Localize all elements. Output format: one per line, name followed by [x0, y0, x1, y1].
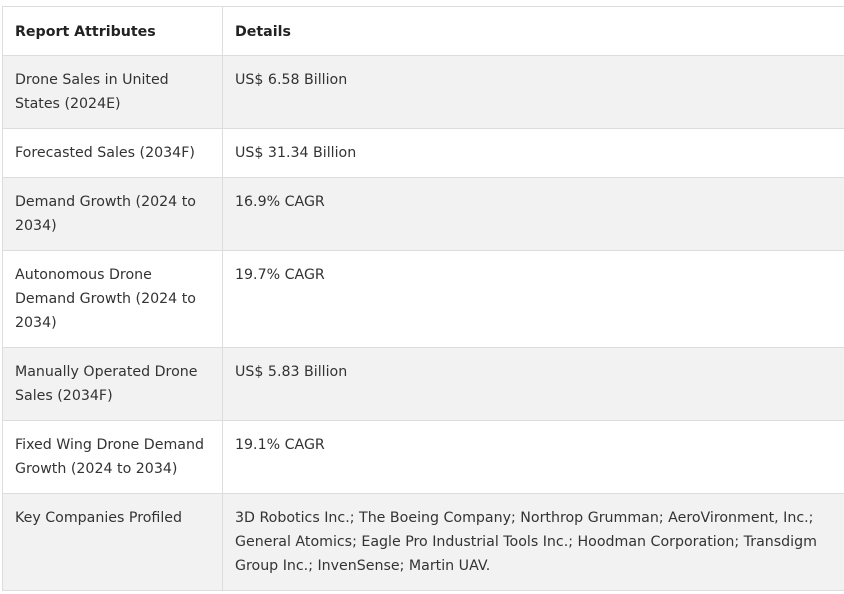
attribute-cell: Manually Operated Drone Sales (2034F) — [2, 347, 223, 421]
detail-cell: 3D Robotics Inc.; The Boeing Company; No… — [222, 493, 844, 591]
table-row: Demand Growth (2024 to 2034) 16.9% CAGR — [2, 177, 844, 251]
attribute-cell: Forecasted Sales (2034F) — [2, 128, 223, 178]
attribute-cell: Fixed Wing Drone Demand Growth (2024 to … — [2, 420, 223, 494]
table-row: Key Companies Profiled 3D Robotics Inc.;… — [2, 493, 844, 591]
detail-cell: US$ 6.58 Billion — [222, 55, 844, 129]
detail-cell: 19.1% CAGR — [222, 420, 844, 494]
column-header-details: Details — [222, 6, 844, 56]
table-row: Autonomous Drone Demand Growth (2024 to … — [2, 250, 844, 348]
table-row: Fixed Wing Drone Demand Growth (2024 to … — [2, 420, 844, 494]
attribute-cell: Key Companies Profiled — [2, 493, 223, 591]
column-header-attributes: Report Attributes — [2, 6, 223, 56]
report-attributes-table: Report Attributes Details Drone Sales in… — [2, 6, 844, 591]
detail-cell: 16.9% CAGR — [222, 177, 844, 251]
table-row: Drone Sales in United States (2024E) US$… — [2, 55, 844, 129]
table-header-row: Report Attributes Details — [2, 6, 844, 56]
detail-cell: 19.7% CAGR — [222, 250, 844, 348]
attribute-cell: Drone Sales in United States (2024E) — [2, 55, 223, 129]
attribute-cell: Autonomous Drone Demand Growth (2024 to … — [2, 250, 223, 348]
table-row: Manually Operated Drone Sales (2034F) US… — [2, 347, 844, 421]
detail-cell: US$ 31.34 Billion — [222, 128, 844, 178]
attribute-cell: Demand Growth (2024 to 2034) — [2, 177, 223, 251]
table-row: Forecasted Sales (2034F) US$ 31.34 Billi… — [2, 128, 844, 178]
detail-cell: US$ 5.83 Billion — [222, 347, 844, 421]
